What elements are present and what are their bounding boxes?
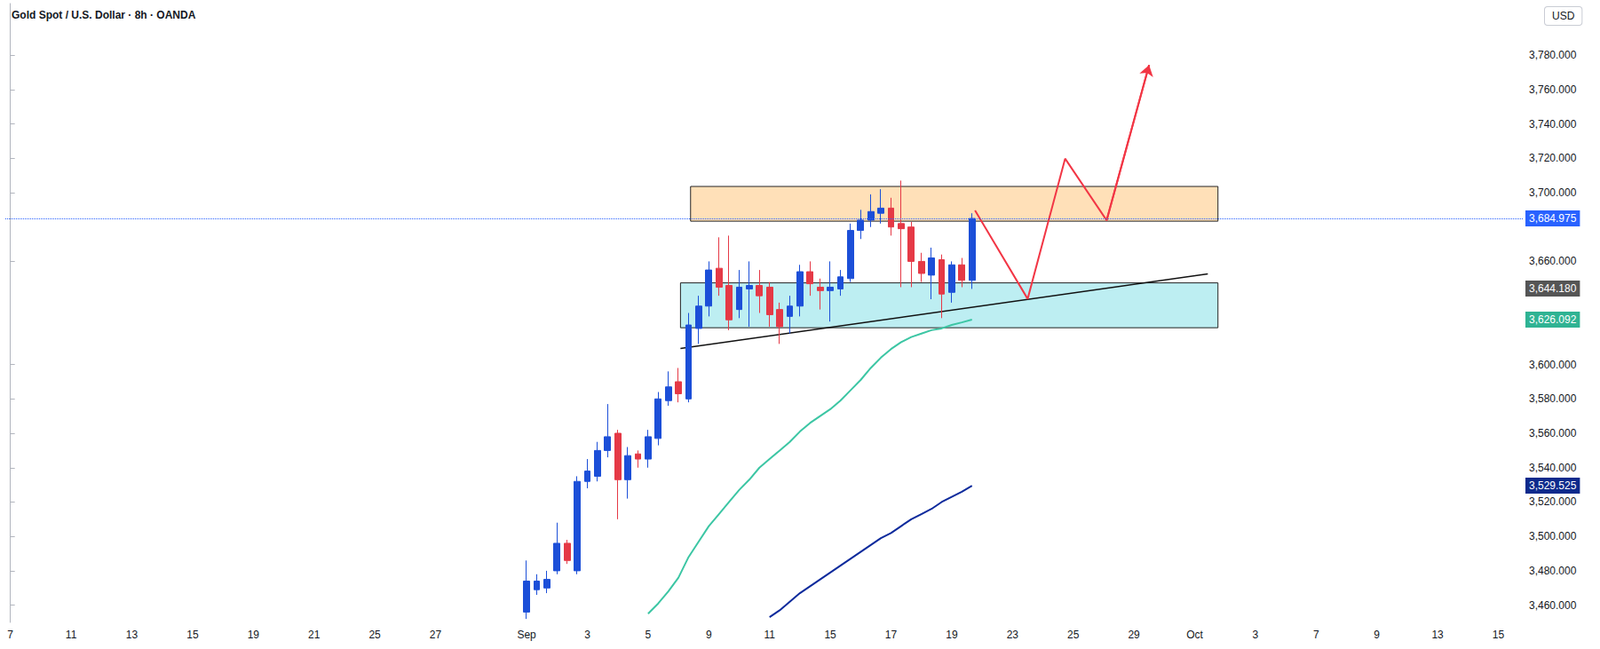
svg-text:5: 5	[645, 628, 652, 642]
svg-text:29: 29	[1127, 628, 1141, 642]
svg-text:Oct: Oct	[1186, 628, 1204, 642]
svg-text:Gold Spot / U.S. Dollar · 8h ·: Gold Spot / U.S. Dollar · 8h · OANDA	[11, 8, 197, 22]
svg-text:3,480.000: 3,480.000	[1528, 564, 1577, 578]
svg-text:15: 15	[823, 628, 837, 642]
svg-text:9: 9	[1373, 628, 1380, 642]
svg-text:11: 11	[65, 628, 78, 642]
svg-text:23: 23	[1006, 628, 1020, 642]
svg-text:13: 13	[1431, 628, 1444, 642]
svg-text:3,626.092: 3,626.092	[1528, 313, 1577, 326]
svg-text:3,520.000: 3,520.000	[1528, 495, 1577, 508]
svg-text:3,700.000: 3,700.000	[1528, 186, 1577, 199]
svg-text:11: 11	[763, 628, 776, 642]
svg-text:3,644.180: 3,644.180	[1528, 282, 1577, 295]
svg-text:19: 19	[247, 628, 261, 642]
svg-text:3: 3	[584, 628, 591, 642]
svg-text:21: 21	[308, 628, 321, 642]
svg-text:25: 25	[1067, 628, 1080, 642]
svg-text:3,560.000: 3,560.000	[1528, 427, 1577, 440]
svg-text:13: 13	[126, 628, 139, 642]
svg-text:3,740.000: 3,740.000	[1528, 118, 1577, 131]
svg-text:27: 27	[429, 628, 443, 642]
svg-text:3,600.000: 3,600.000	[1528, 358, 1577, 372]
svg-text:3,529.525: 3,529.525	[1528, 479, 1577, 492]
svg-text:3,760.000: 3,760.000	[1528, 83, 1577, 96]
svg-text:USD: USD	[1552, 9, 1576, 23]
svg-text:3,720.000: 3,720.000	[1528, 151, 1577, 165]
svg-text:19: 19	[945, 628, 959, 642]
svg-text:3,500.000: 3,500.000	[1528, 530, 1577, 543]
svg-text:25: 25	[368, 628, 381, 642]
svg-text:3,460.000: 3,460.000	[1528, 599, 1577, 612]
svg-text:3,540.000: 3,540.000	[1528, 461, 1577, 475]
svg-text:3: 3	[1252, 628, 1260, 642]
svg-text:Sep: Sep	[516, 628, 537, 642]
svg-text:7: 7	[1313, 628, 1320, 642]
svg-text:7: 7	[7, 628, 14, 642]
svg-text:9: 9	[705, 628, 713, 642]
svg-text:3,684.975: 3,684.975	[1528, 212, 1577, 225]
svg-text:3,780.000: 3,780.000	[1528, 48, 1577, 62]
svg-text:3,660.000: 3,660.000	[1528, 254, 1577, 268]
svg-text:3,580.000: 3,580.000	[1528, 392, 1577, 405]
svg-text:15: 15	[1492, 628, 1505, 642]
svg-text:17: 17	[885, 628, 898, 642]
svg-text:15: 15	[186, 628, 199, 642]
